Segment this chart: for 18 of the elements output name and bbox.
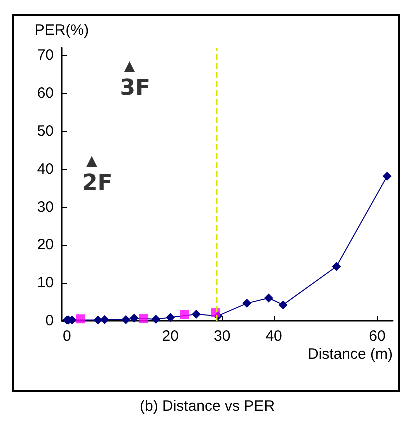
y-tick-label: 20 — [37, 236, 54, 254]
text: (b) Distance vs PER — [140, 398, 276, 415]
x-axis-title: Distance (m) — [308, 346, 393, 363]
x-tick-label: 60 — [369, 328, 386, 345]
x-tick-label: 40 — [266, 328, 282, 345]
series-label: 3F — [120, 76, 151, 101]
y-tick-label: 60 — [37, 85, 54, 102]
y-tick-label: 30 — [37, 198, 54, 216]
y-tick-label: 10 — [37, 274, 54, 292]
y-tick-label: 0 — [46, 312, 54, 330]
y-tick-label: 40 — [37, 160, 54, 178]
y-tick-label: 50 — [37, 122, 54, 140]
y-axis-title: PER(%) — [34, 22, 90, 39]
x-tick-label: 20 — [162, 328, 179, 345]
y-tick-label: 70 — [37, 47, 54, 64]
x-tick-label: 30 — [214, 328, 231, 345]
series-label: 2F — [82, 170, 113, 196]
x-tick-label: 0 — [63, 328, 72, 345]
